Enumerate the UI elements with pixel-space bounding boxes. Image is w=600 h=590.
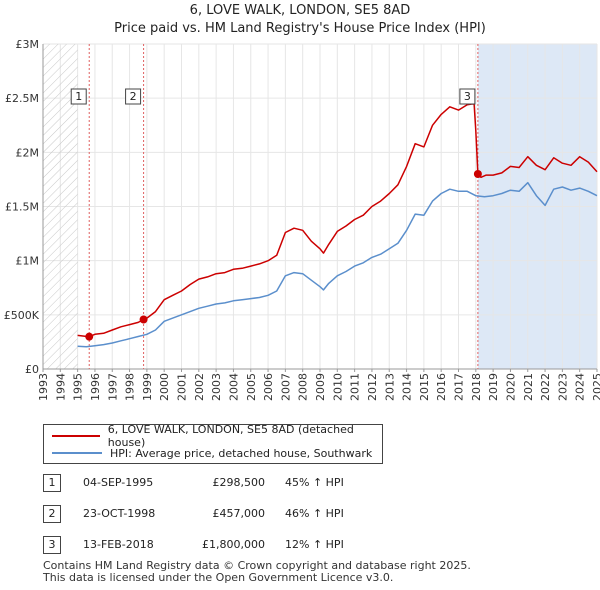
x-tick-label: 2016 <box>435 373 448 401</box>
x-tick-label: 2004 <box>227 373 240 401</box>
transaction-date: 23-OCT-1998 <box>83 507 156 520</box>
sale-label: 1 <box>75 90 82 103</box>
footer-licence: This data is licensed under the Open Gov… <box>43 571 394 584</box>
legend-line-property <box>52 435 100 437</box>
x-tick-label: 2007 <box>279 373 292 401</box>
transaction-price: £457,000 <box>212 507 266 520</box>
x-tick-label: 2018 <box>470 373 483 401</box>
x-tick-label: 2017 <box>453 373 466 401</box>
sale-point <box>85 332 94 341</box>
x-tick-label: 2019 <box>487 373 500 401</box>
x-tick-label: 2005 <box>245 373 258 401</box>
sale-point <box>473 170 482 178</box>
transaction-number-badge: 1 <box>43 474 61 492</box>
price-chart: £0 £500K £1M £1.5M £2M £2.5M £3M 1993 1994 1995 19… <box>4 38 600 401</box>
x-tick-label: 2000 <box>158 373 171 401</box>
x-tick-label: 1995 <box>72 373 85 401</box>
x-tick-label: 2012 <box>366 373 379 401</box>
legend: 6, LOVE WALK, LONDON, SE5 8AD (detached … <box>43 423 383 464</box>
transaction-row: 3 13-FEB-2018 £1,800,000 12% ↑ HPI <box>43 536 598 556</box>
transaction-row: 1 04-SEP-1995 £298,500 45% ↑ HPI <box>43 474 598 494</box>
series-line-hpi <box>77 181 598 348</box>
x-tick-label: 2009 <box>314 373 327 401</box>
x-tick-label: 2011 <box>349 373 362 401</box>
transaction-hpi-change: 46% ↑ HPI <box>285 507 344 520</box>
sale-label-box <box>125 88 142 105</box>
transaction-price: £298,500 <box>212 476 266 489</box>
transaction-row: 2 23-OCT-1998 £457,000 46% ↑ HPI <box>43 505 598 525</box>
footer-copyright: Contains HM Land Registry data © Crown c… <box>43 559 471 572</box>
y-tick-label: £2.5M <box>5 92 39 105</box>
x-tick-label: 1994 <box>54 373 67 401</box>
x-tick-label: 2002 <box>193 373 206 401</box>
x-tick-label: 2023 <box>556 373 569 401</box>
transaction-number-badge: 3 <box>43 536 61 554</box>
x-tick-label: 2006 <box>262 373 275 401</box>
x-tick-label: 1997 <box>106 373 119 401</box>
chart-subtitle: Price paid vs. HM Land Registry's House … <box>114 21 486 36</box>
legend-label-property: 6, LOVE WALK, LONDON, SE5 8AD (detached … <box>107 423 354 449</box>
x-tick-label: 2024 <box>574 373 587 401</box>
sale-label-box <box>70 88 87 105</box>
transaction-price: £1,800,000 <box>202 538 265 551</box>
x-tick-label: 1993 <box>37 373 50 401</box>
legend-item-property: 6, LOVE WALK, LONDON, SE5 8AD (detached … <box>52 423 382 449</box>
series-line-property <box>77 102 598 338</box>
x-tick-label: 1998 <box>124 373 137 401</box>
sale-label: 2 <box>130 90 137 103</box>
x-tick-label: 2003 <box>210 373 223 401</box>
x-tick-label: 2014 <box>401 373 414 401</box>
transaction-number-badge: 2 <box>43 505 61 523</box>
legend-item-hpi: HPI: Average price, detached house, Sout… <box>52 445 372 461</box>
y-tick-label: £0 <box>25 363 39 376</box>
x-tick-label: 2008 <box>297 373 310 401</box>
y-tick-label: £1M <box>16 255 40 268</box>
sale-label: 3 <box>464 90 471 103</box>
transaction-hpi-change: 12% ↑ HPI <box>285 538 344 551</box>
x-tick-label: 1996 <box>89 373 102 401</box>
sale-label-box <box>459 88 476 105</box>
x-tick-label: 2001 <box>176 373 189 401</box>
x-tick-label: 2015 <box>418 373 431 401</box>
transaction-date: 13-FEB-2018 <box>83 538 154 551</box>
x-tick-label: 1999 <box>141 373 154 401</box>
footer: Contains HM Land Registry data © Crown c… <box>43 560 471 584</box>
x-tick-label: 2013 <box>383 373 396 401</box>
y-tick-label: £2M <box>16 146 40 159</box>
sale-point <box>139 315 148 324</box>
transaction-hpi-change: 45% ↑ HPI <box>285 476 344 489</box>
x-tick-label: 2020 <box>504 373 517 401</box>
y-tick-label: £3M <box>16 38 40 51</box>
x-tick-label: 2022 <box>539 373 552 401</box>
legend-line-hpi <box>52 452 102 454</box>
x-tick-label: 2025 <box>591 373 600 401</box>
y-tick-label: £1.5M <box>5 201 39 214</box>
legend-label-hpi: HPI: Average price, detached house, Sout… <box>110 446 373 460</box>
chart-title: 6, LOVE WALK, LONDON, SE5 8AD <box>189 3 411 18</box>
transaction-date: 04-SEP-1995 <box>83 476 154 489</box>
x-tick-label: 2010 <box>331 373 344 401</box>
y-tick-label: £500K <box>4 309 40 322</box>
x-tick-label: 2021 <box>522 373 535 401</box>
